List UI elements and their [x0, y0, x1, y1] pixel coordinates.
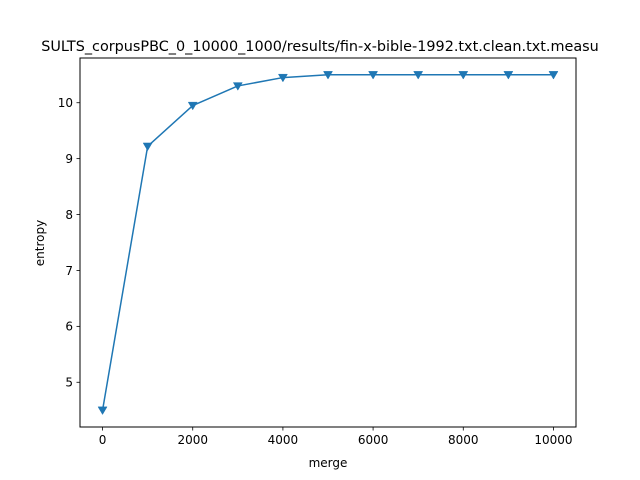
y-axis-label: entropy — [33, 220, 47, 266]
x-tick-label: 2000 — [177, 433, 208, 447]
axes-frame — [79, 57, 577, 428]
x-tick-label: 6000 — [358, 433, 389, 447]
data-point-marker — [277, 73, 288, 83]
chart-title: SULTS_corpusPBC_0_10000_1000/results/fin… — [41, 39, 599, 55]
data-point-marker — [323, 71, 333, 80]
data-point-marker — [187, 101, 198, 111]
y-tick-label: 7 — [65, 264, 73, 278]
plot-area — [97, 71, 559, 415]
data-point-marker — [458, 71, 469, 80]
y-axis: 5 6 7 8 9 10 — [58, 96, 80, 390]
data-point-marker — [142, 142, 153, 152]
data-point-marker — [503, 71, 514, 80]
y-tick-label: 10 — [58, 96, 73, 110]
y-tick-label: 5 — [65, 376, 73, 390]
data-point-marker — [548, 71, 559, 80]
x-axis: 0 2000 4000 6000 8000 10000 — [99, 427, 573, 447]
y-tick-label: 6 — [65, 320, 73, 334]
y-tick-label: 9 — [65, 152, 73, 166]
data-point-marker — [97, 406, 108, 415]
x-axis-label: merge — [309, 456, 348, 470]
y-tick-label: 8 — [65, 208, 73, 222]
x-tick-label: 0 — [99, 433, 107, 447]
data-point-marker — [368, 71, 379, 80]
x-tick-label: 10000 — [534, 433, 572, 447]
data-point-marker — [232, 82, 243, 91]
x-tick-label: 8000 — [448, 433, 479, 447]
data-point-marker — [413, 71, 424, 80]
x-tick-label: 4000 — [268, 433, 299, 447]
